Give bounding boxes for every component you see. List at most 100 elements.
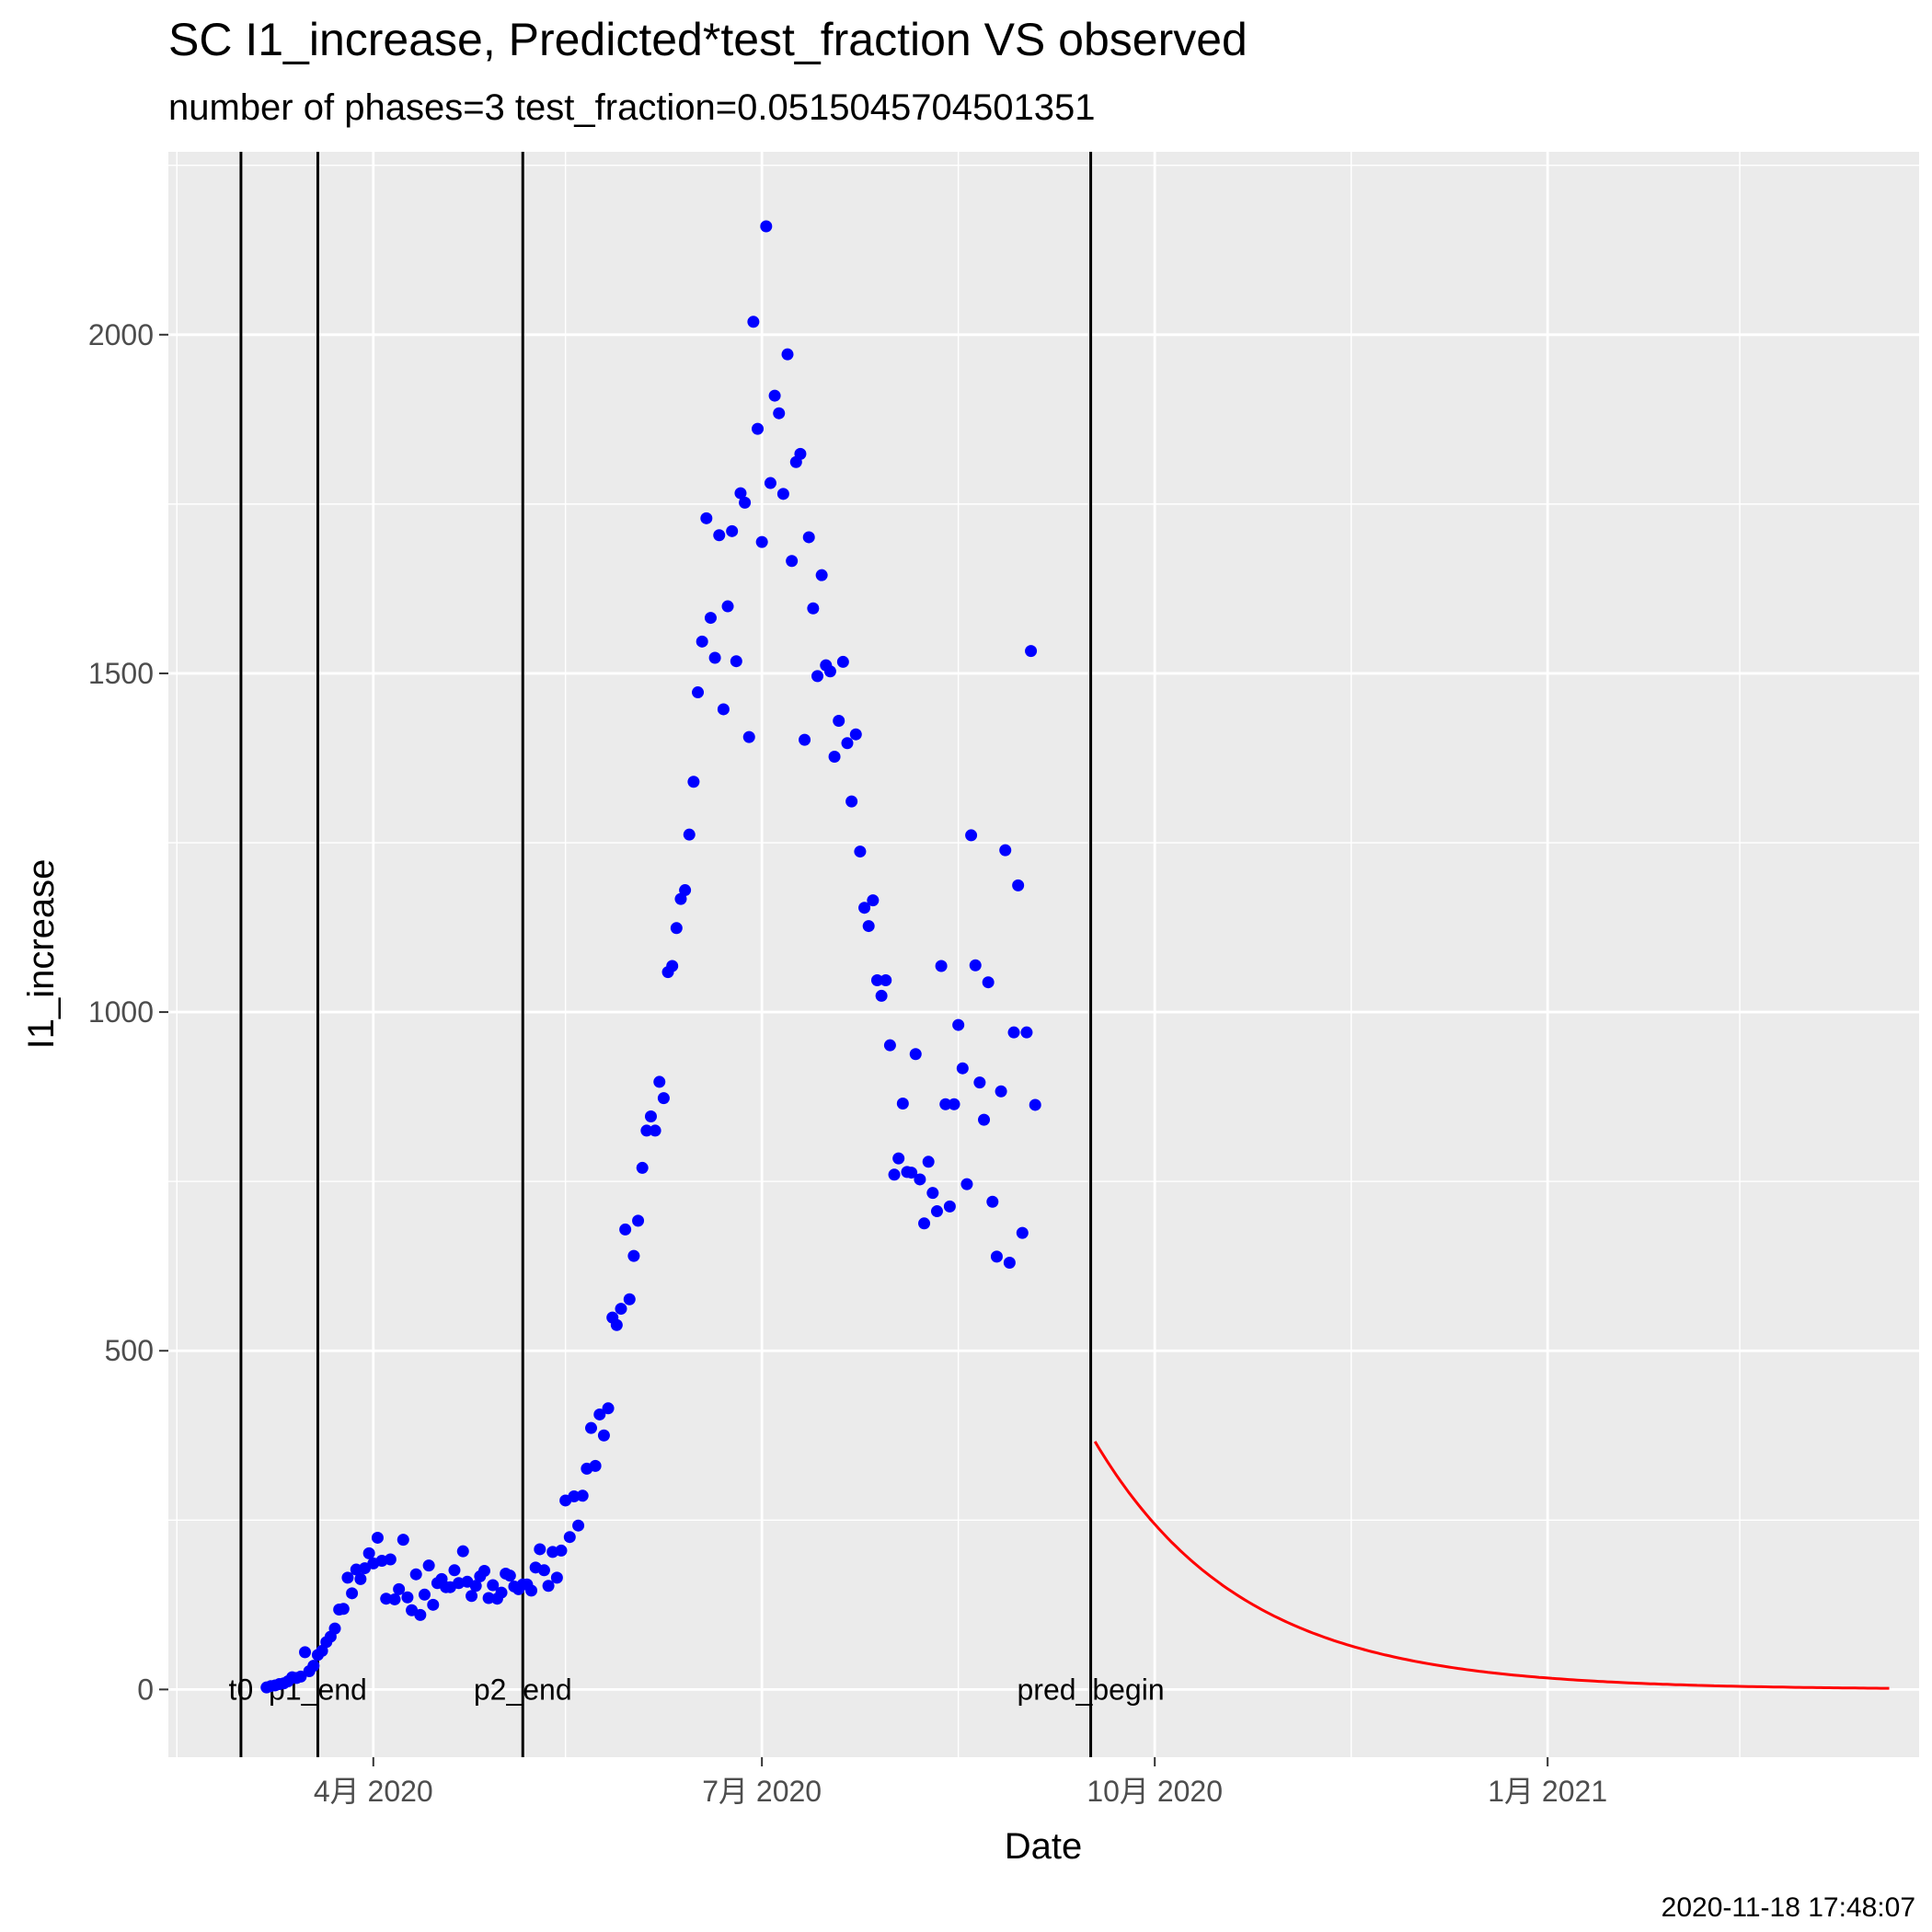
observed-point (752, 422, 765, 435)
observed-point (773, 407, 786, 420)
observed-point (623, 1293, 636, 1305)
grid-major (168, 152, 1919, 1757)
observed-point (930, 1205, 943, 1218)
x-axis-title: Date (1005, 1826, 1083, 1867)
observed-point (990, 1250, 1003, 1263)
observed-point (388, 1593, 401, 1605)
observed-point (687, 776, 700, 788)
observed-point (764, 477, 776, 489)
observed-point (999, 844, 1012, 857)
observed-point (952, 1018, 965, 1031)
observed-point (854, 845, 867, 858)
observed-point (739, 496, 752, 509)
observed-point (610, 1318, 623, 1331)
observed-point (870, 973, 883, 986)
observed-point (469, 1580, 482, 1593)
observed-point (811, 670, 824, 683)
phase-label: p2_end (474, 1673, 572, 1706)
observed-point (346, 1587, 359, 1600)
observed-point (542, 1580, 555, 1593)
observed-point (726, 524, 739, 537)
observed-point (414, 1608, 427, 1621)
observed-point (708, 651, 721, 664)
phase-label: pred_begin (1017, 1673, 1164, 1706)
observed-point (615, 1303, 627, 1316)
observed-point (836, 655, 849, 668)
plot-panel (168, 152, 1919, 1757)
y-tick-label: 2000 (88, 318, 154, 351)
observed-point (401, 1591, 414, 1604)
observed-point (299, 1646, 312, 1659)
observed-point (362, 1547, 375, 1559)
observed-point (525, 1584, 538, 1597)
observed-point (982, 976, 995, 989)
observed-points (260, 220, 1041, 1694)
observed-point (371, 1531, 384, 1544)
observed-point (867, 894, 880, 907)
observed-point (799, 733, 811, 746)
observed-point (909, 1048, 922, 1061)
observed-point (1016, 1226, 1029, 1239)
observed-point (986, 1195, 999, 1208)
observed-point (742, 730, 755, 743)
observed-point (576, 1489, 589, 1502)
observed-point (341, 1571, 354, 1584)
observed-point (422, 1559, 435, 1572)
observed-point (721, 600, 734, 613)
observed-point (828, 751, 841, 764)
observed-point (794, 447, 807, 460)
observed-point (922, 1156, 935, 1168)
observed-point (704, 612, 717, 625)
observed-point (1012, 879, 1025, 891)
observed-point (883, 1039, 896, 1052)
observed-point (537, 1564, 550, 1577)
observed-point (653, 1075, 666, 1088)
observed-point (568, 1490, 581, 1503)
observed-point (858, 902, 871, 914)
observed-point (760, 220, 773, 233)
observed-point (384, 1553, 397, 1566)
observed-point (978, 1113, 991, 1126)
observed-point (456, 1545, 469, 1558)
x-tick-label: 10月 2020 (1087, 1775, 1223, 1808)
observed-point (747, 316, 760, 328)
observed-point (823, 665, 836, 678)
observed-point (409, 1568, 422, 1581)
chart-title: SC I1_increase, Predicted*test_fraction … (168, 14, 1248, 65)
observed-point (696, 635, 708, 648)
observed-point (427, 1598, 440, 1611)
observed-point (700, 512, 713, 524)
observed-point (328, 1622, 341, 1635)
observed-point (926, 1187, 939, 1200)
timestamp: 2020-11-18 17:48:07 (1662, 1892, 1915, 1923)
observed-point (503, 1570, 516, 1582)
observed-point (627, 1249, 640, 1262)
observed-point (841, 737, 854, 750)
grid-minor (168, 152, 1919, 1757)
observed-point (644, 1110, 657, 1122)
observed-point (482, 1592, 495, 1604)
phase-label: t0 (229, 1673, 254, 1706)
y-tick-label: 1500 (88, 657, 154, 690)
y-tick-label: 1000 (88, 995, 154, 1029)
observed-point (692, 686, 705, 699)
observed-point (495, 1586, 508, 1599)
observed-point (768, 389, 781, 402)
observed-point (905, 1167, 918, 1179)
observed-point (845, 795, 858, 808)
observed-point (572, 1519, 585, 1532)
observed-point (657, 1092, 670, 1105)
observed-point (717, 703, 730, 716)
observed-point (679, 884, 692, 897)
y-tick-label: 0 (137, 1673, 154, 1706)
observed-point (636, 1161, 649, 1174)
observed-point (632, 1214, 645, 1227)
observed-point (776, 488, 789, 500)
observed-point (956, 1062, 969, 1075)
predicted-curve (1093, 1441, 1890, 1690)
observed-point (602, 1402, 615, 1415)
observed-point (397, 1534, 409, 1547)
observed-point (448, 1564, 461, 1577)
observed-point (534, 1543, 546, 1556)
observed-point (466, 1590, 478, 1603)
